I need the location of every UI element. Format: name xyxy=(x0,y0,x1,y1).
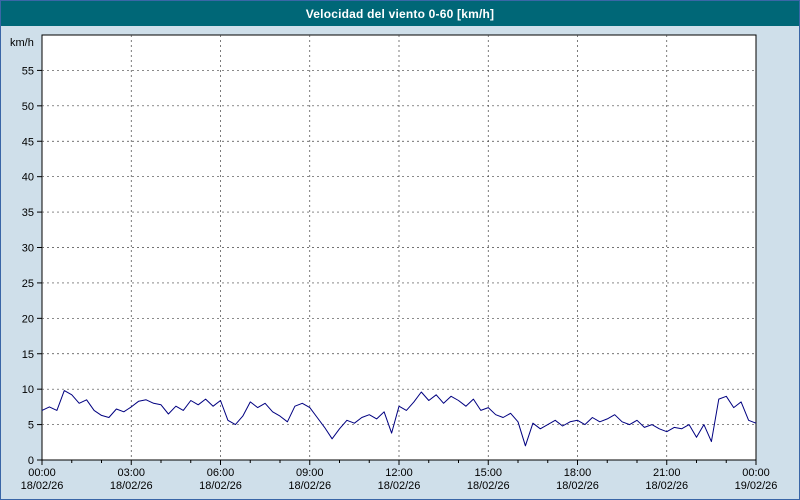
x-axis-time-label: 03:00 xyxy=(117,467,145,479)
y-axis-label: 10 xyxy=(22,384,34,396)
y-axis-unit-label: km/h xyxy=(10,37,34,49)
x-axis-date-label: 18/02/26 xyxy=(199,480,242,492)
chart-title-bar: Velocidad del viento 0-60 [km/h] xyxy=(1,1,799,26)
x-axis-time-label: 18:00 xyxy=(564,467,592,479)
y-axis-label: 40 xyxy=(22,172,34,184)
x-axis-date-label: 18/02/26 xyxy=(378,480,421,492)
y-axis-label: 50 xyxy=(22,101,34,113)
wind-speed-line xyxy=(41,390,757,447)
x-axis-date-label: 18/02/26 xyxy=(288,480,331,492)
x-axis-time-label: 00:00 xyxy=(28,467,56,479)
y-axis-label: 55 xyxy=(22,65,34,77)
x-axis-date-label: 18/02/26 xyxy=(467,480,510,492)
x-axis-date-label: 18/02/26 xyxy=(645,480,688,492)
x-axis-time-label: 12:00 xyxy=(385,467,413,479)
x-axis-time-label: 06:00 xyxy=(207,467,235,479)
x-axis-date-label: 18/02/26 xyxy=(556,480,599,492)
y-axis-label: 0 xyxy=(28,455,34,467)
y-axis-label: 25 xyxy=(22,278,34,290)
y-axis-label: 20 xyxy=(22,313,34,325)
x-axis-date-label: 19/02/26 xyxy=(735,480,778,492)
x-axis-time-label: 15:00 xyxy=(474,467,502,479)
x-axis-date-label: 18/02/26 xyxy=(110,480,153,492)
wind-speed-chart: 051015202530354045505500:0018/02/2603:00… xyxy=(10,34,778,492)
x-axis-time-label: 00:00 xyxy=(742,467,770,479)
y-axis-label: 30 xyxy=(22,243,34,255)
x-axis-date-label: 18/02/26 xyxy=(21,480,64,492)
x-axis-time-label: 21:00 xyxy=(653,467,681,479)
y-axis-label: 35 xyxy=(22,207,34,219)
y-axis-label: 45 xyxy=(22,136,34,148)
chart-area: 0 5 10 15 20 25 30 35 40 45 50 55 00:00 18/02/26 03:00… xyxy=(1,26,799,499)
y-axis-label: 15 xyxy=(22,349,34,361)
x-axis-time-label: 09:00 xyxy=(296,467,324,479)
y-axis-label: 5 xyxy=(28,420,34,432)
chart-title: Velocidad del viento 0-60 [km/h] xyxy=(305,6,495,21)
